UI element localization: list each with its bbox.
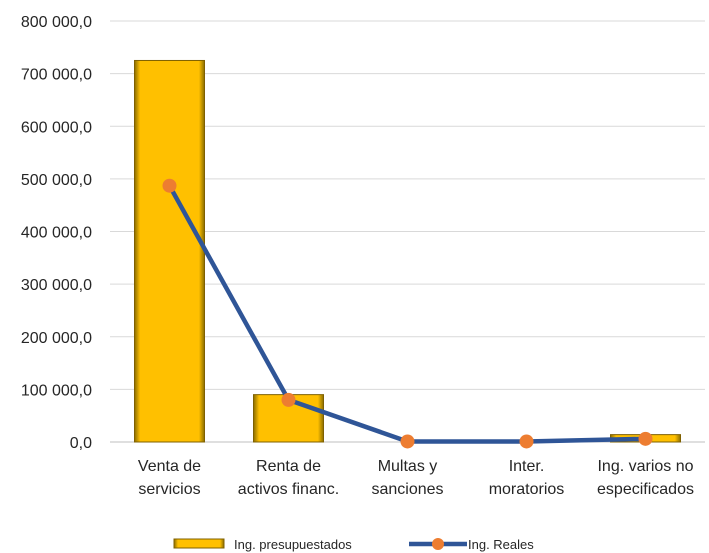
- line-point: [281, 392, 296, 407]
- x-category-label: Renta de activos financ.: [238, 458, 339, 498]
- y-tick-label: 700 000,0: [21, 67, 92, 84]
- legend-swatch-marker: [432, 538, 444, 550]
- bar: [134, 59, 205, 443]
- line-series: [162, 178, 653, 449]
- y-tick-label: 0,0: [70, 435, 92, 452]
- legend-label: Ing. Reales: [468, 537, 534, 552]
- x-category-label: Inter. moratorios: [489, 458, 565, 498]
- y-tick-label: 200 000,0: [21, 330, 92, 347]
- y-tick-label: 600 000,0: [21, 119, 92, 136]
- bars: [134, 59, 681, 443]
- series-line: [167, 184, 646, 444]
- x-category-label: Multas y sanciones: [371, 458, 443, 498]
- legend-swatch-bar: [173, 538, 225, 549]
- x-category-label: Venta de servicios: [138, 458, 201, 498]
- legend: Ing. presupuestados Ing. Reales: [173, 537, 534, 552]
- y-tick-label: 800 000,0: [21, 14, 92, 31]
- line-point: [638, 431, 653, 446]
- y-tick-label: 500 000,0: [21, 172, 92, 189]
- x-axis: Venta de servicios Renta de activos financ.…: [138, 458, 694, 498]
- y-tick-label: 300 000,0: [21, 277, 92, 294]
- line-point: [519, 434, 534, 449]
- y-axis: 0,0 100 000,0 200 000,0 300 000,0 400 000,0 5…: [21, 14, 92, 452]
- y-tick-label: 100 000,0: [21, 382, 92, 399]
- line-point: [400, 434, 415, 449]
- y-tick-label: 400 000,0: [21, 225, 92, 242]
- legend-label: Ing. presupuestados: [234, 537, 352, 552]
- gridlines: [110, 20, 705, 443]
- line-point: [162, 178, 177, 193]
- x-category-label: Ing. varios no especificados: [597, 458, 694, 498]
